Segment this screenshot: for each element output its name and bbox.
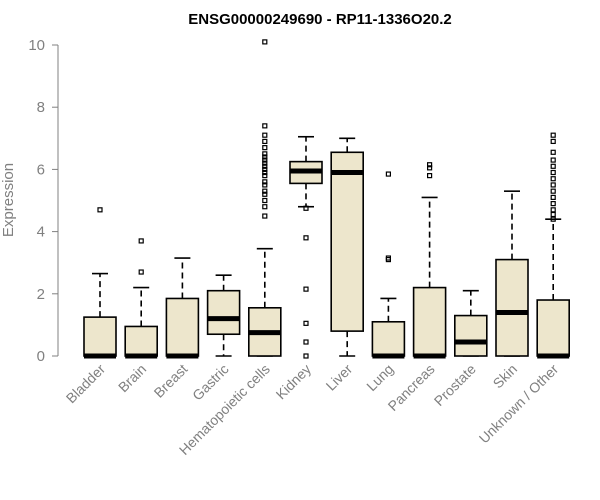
plot-area <box>83 39 571 359</box>
outlier-point <box>550 188 556 194</box>
outlier-point <box>550 216 556 222</box>
outlier-point <box>262 188 268 194</box>
outlier-point <box>550 169 556 176</box>
outlier-point <box>385 171 391 177</box>
x-tick-label: Liver <box>323 361 356 394</box>
box-body <box>330 151 365 332</box>
box-body <box>124 325 158 357</box>
outlier-point <box>303 205 309 211</box>
outlier-point <box>550 194 556 200</box>
outlier-point <box>550 201 556 207</box>
outlier-point <box>262 197 268 204</box>
outlier-point <box>262 138 268 145</box>
x-tick-label: Lung <box>363 361 396 394</box>
outlier-point <box>303 286 309 292</box>
outlier-point <box>262 191 268 197</box>
box-body <box>83 316 117 357</box>
box-lung <box>371 171 406 359</box>
y-tick-label: 8 <box>37 99 45 116</box>
box-hematopoietic-cells <box>248 39 282 357</box>
outlier-point <box>303 320 309 326</box>
box-brain <box>124 238 158 359</box>
box-body <box>412 286 447 357</box>
box-skin <box>495 190 529 357</box>
x-tick-label: Skin <box>490 361 521 392</box>
box-prostate <box>453 289 488 357</box>
outlier-point <box>97 207 103 213</box>
outlier-point <box>262 182 268 188</box>
box-pancreas <box>412 162 447 359</box>
outlier-point <box>262 166 268 172</box>
outlier-point <box>550 149 556 155</box>
outlier-point <box>262 154 268 160</box>
outlier-point <box>550 182 556 188</box>
outlier-point <box>303 353 309 359</box>
y-tick-label: 4 <box>37 224 45 241</box>
box-kidney <box>289 135 323 359</box>
outlier-point <box>262 160 268 166</box>
outlier-point <box>550 211 556 218</box>
outlier-point <box>262 145 268 151</box>
outlier-point <box>262 163 268 169</box>
y-tick-label: 10 <box>28 37 45 54</box>
box-unknown-other <box>536 132 571 359</box>
y-axis: 0 2 4 6 8 10 <box>28 37 59 365</box>
x-tick-label: Breast <box>151 361 191 401</box>
outlier-point <box>427 162 433 168</box>
outlier-point <box>262 157 268 163</box>
outlier-point <box>138 269 144 275</box>
outlier-point <box>303 235 309 241</box>
x-tick-label: Bladder <box>63 361 109 407</box>
x-tick-label: Prostate <box>431 361 479 409</box>
outlier-point <box>427 173 433 179</box>
outlier-point <box>550 157 556 163</box>
outlier-point <box>262 179 268 185</box>
box-body <box>453 314 488 357</box>
outlier-point <box>262 151 268 157</box>
outlier-point <box>427 165 433 171</box>
outlier-point <box>550 132 556 138</box>
outlier-point <box>550 176 556 182</box>
box-body <box>206 289 241 336</box>
outlier-point <box>262 204 268 210</box>
outlier-point <box>385 255 391 261</box>
outlier-point <box>303 339 309 345</box>
box-gastric <box>206 274 241 357</box>
box-bladder <box>83 207 117 359</box>
box-body <box>495 258 529 357</box>
outlier-point <box>262 132 268 138</box>
box-body <box>371 320 406 357</box>
x-tick-label: Kidney <box>273 361 315 403</box>
outlier-point <box>262 169 268 176</box>
outlier-point <box>262 39 268 45</box>
outlier-point <box>262 213 268 219</box>
outlier-point <box>262 173 268 179</box>
outlier-point <box>262 123 268 129</box>
x-tick-label: Brain <box>115 361 149 395</box>
y-tick-label: 0 <box>37 348 45 365</box>
outlier-point <box>550 138 556 145</box>
outlier-point <box>550 163 556 169</box>
outlier-point <box>550 207 556 213</box>
outlier-point <box>138 238 144 244</box>
box-body <box>165 297 200 357</box>
box-liver <box>330 137 365 357</box>
box-body <box>536 299 571 357</box>
box-breast <box>165 257 200 359</box>
chart-title: ENSG00000249690 - RP11-1336O20.2 <box>188 11 452 28</box>
y-axis-label: Expression <box>0 163 17 237</box>
y-tick-label: 2 <box>37 286 45 303</box>
y-tick-label: 6 <box>37 161 45 178</box>
